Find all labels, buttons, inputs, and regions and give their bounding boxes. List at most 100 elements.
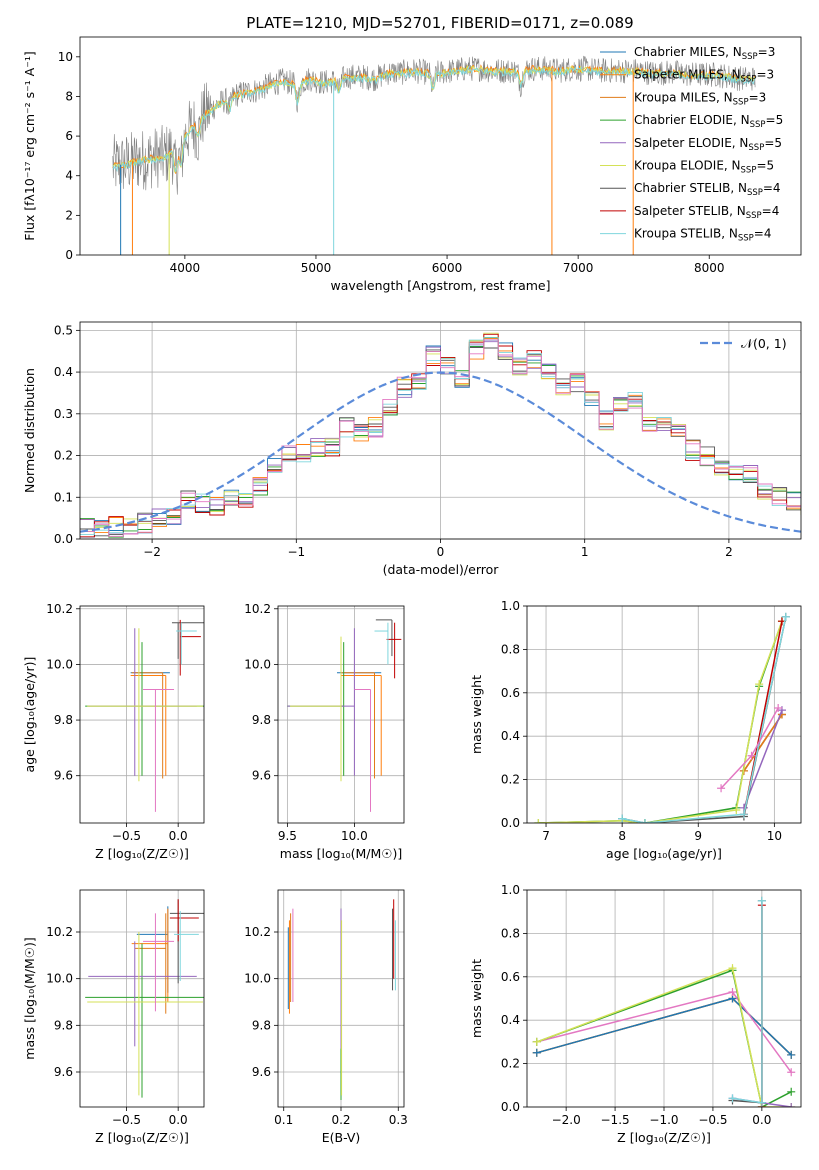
y-tick-label: 0.2 — [501, 1057, 520, 1071]
y-tick-label: 1.0 — [501, 883, 520, 897]
figure-title: PLATE=1210, MJD=52701, FIBERID=0171, z=0… — [246, 14, 633, 32]
series-marker — [757, 1098, 766, 1107]
errorbar-point — [341, 672, 376, 779]
series-marker — [747, 751, 756, 760]
series-marker — [781, 612, 790, 621]
plot-frame — [526, 889, 802, 1108]
panel-mass-weight-vs-Z: −2.0 −1.5 −1.0 −0.5 0.0 0.0 0.2 0.4 0.6 0.8 1.0 Z [… — [469, 883, 802, 1145]
y-axis-label: mass [log₁₀(M/M☉)] — [22, 937, 37, 1059]
x-axis-label: Z [log₁₀(Z/Z☉)] — [95, 1130, 189, 1145]
y-tick-label: 0.5 — [54, 323, 73, 337]
legend-entry: Kroupa ELODIE, NSSP=5 — [634, 159, 774, 176]
data-layer — [287, 899, 396, 1100]
gridlines — [527, 889, 801, 1108]
series-marker — [739, 810, 748, 819]
y-tick-label: 10.2 — [244, 602, 271, 616]
y-tick-label: 9.6 — [252, 1065, 271, 1079]
y-tick-label: 9.6 — [54, 1065, 73, 1079]
y-tick-label: 0.4 — [501, 1013, 520, 1027]
errorbar-point — [88, 941, 197, 1047]
plot-frame — [277, 605, 405, 824]
plot-frame — [277, 889, 405, 1108]
errorbar-point — [169, 899, 204, 984]
errorbar-point — [290, 636, 342, 782]
y-tick-label: 10.2 — [46, 602, 73, 616]
legend-entry: Salpeter ELODIE, NSSP=5 — [634, 136, 782, 153]
x-axis-label: Z [log₁₀(Z/Z☉)] — [95, 846, 189, 861]
x-tick-label: 0.0 — [752, 1113, 771, 1127]
y-tick-label: 9.6 — [252, 769, 271, 783]
y-tick-label: 10.0 — [46, 657, 73, 671]
x-tick-label: 0.3 — [389, 1113, 408, 1127]
y-tick-label: 0.6 — [501, 686, 520, 700]
y-tick-label: 0.0 — [501, 1100, 520, 1114]
errorbar-point — [386, 622, 402, 679]
plot-frame — [79, 605, 205, 824]
y-axis-label: Normed distribution — [22, 368, 37, 493]
x-axis-label: mass [log₁₀(M/M☉)] — [280, 846, 402, 861]
errorbar-point — [131, 672, 164, 779]
y-tick-label: 9.8 — [252, 1018, 271, 1032]
errorbar-point — [85, 943, 204, 1098]
data-layer — [112, 55, 756, 255]
legend-entry: Chabrier MILES, NSSP=3 — [634, 45, 775, 62]
errorbar-point — [374, 622, 389, 665]
series-line — [538, 620, 783, 823]
data-layer — [85, 619, 204, 812]
errorbar-point — [176, 622, 197, 665]
x-axis-label: (data-model)/error — [383, 562, 500, 577]
errorbar-point — [87, 932, 203, 1096]
x-tick-label: 5000 — [301, 261, 332, 275]
errorbar-point — [131, 908, 169, 1002]
errorbar-point — [136, 906, 169, 993]
gridlines — [527, 605, 801, 824]
histogram-series — [80, 339, 801, 537]
x-tick-label: −1.0 — [649, 1113, 678, 1127]
series-line — [536, 967, 792, 1107]
x-tick-label: 9.5 — [278, 829, 297, 843]
series-marker — [728, 987, 737, 996]
y-tick-label: 0.0 — [501, 816, 520, 830]
y-tick-label: 9.8 — [252, 713, 271, 727]
y-tick-label: 4 — [65, 169, 73, 183]
x-tick-label: −0.5 — [698, 1113, 727, 1127]
data-layer — [85, 899, 204, 1098]
legend-entry: Salpeter STELIB, NSSP=4 — [634, 204, 779, 221]
errorbar-point — [143, 913, 175, 1012]
y-tick-label: 10.2 — [46, 925, 73, 939]
plot-frame — [79, 36, 802, 256]
data-layer — [287, 619, 402, 812]
x-tick-label: 0.0 — [169, 1113, 188, 1127]
y-axis-label: mass weight — [469, 959, 484, 1038]
panel-mass-weight-vs-age: 7 8 9 10 0.0 0.2 0.4 0.6 0.8 1.0 age [log₁₀(age/yr… — [469, 599, 802, 861]
y-tick-label: 0.8 — [501, 926, 520, 940]
data-layer — [532, 896, 796, 1107]
y-tick-label: 9.8 — [54, 1018, 73, 1032]
errorbar-point — [134, 913, 167, 1014]
errorbar-point — [174, 911, 199, 981]
errorbar-point — [375, 619, 393, 657]
errorbar-point — [85, 642, 204, 776]
x-tick-label: 0 — [437, 545, 445, 559]
series-marker — [787, 1068, 796, 1077]
x-tick-label: 6000 — [432, 261, 463, 275]
panel-spectrum: 4000 5000 6000 7000 8000 0 2 4 6 8 10 wavelength [A… — [22, 36, 802, 293]
x-tick-label: 8 — [618, 829, 626, 843]
series-marker — [774, 703, 783, 712]
histogram-series — [80, 339, 801, 538]
y-tick-label: 0.2 — [54, 449, 73, 463]
errorbar-point — [130, 675, 167, 776]
panel-residuals: −2 −1 0 1 2 0.0 0.1 0.2 0.3 0.4 0.5 (data-model)/er… — [22, 321, 802, 577]
panel-age-vs-Z: −0.5 0.0 9.6 9.8 10.0 10.2 Z [log₁₀(Z/Z☉)] age … — [22, 602, 205, 861]
x-tick-label: −2 — [143, 545, 161, 559]
y-tick-label: 1.0 — [501, 599, 520, 613]
errorbar-point — [287, 642, 345, 776]
x-tick-label: 0.1 — [274, 1113, 293, 1127]
series-marker — [640, 819, 649, 823]
x-tick-label: 10.0 — [341, 829, 368, 843]
x-axis-label: E(B-V) — [322, 1130, 361, 1145]
errorbar-point — [287, 628, 355, 776]
x-tick-label: −2.0 — [552, 1113, 581, 1127]
data-layer — [534, 612, 790, 823]
y-axis-label: mass weight — [469, 675, 484, 754]
